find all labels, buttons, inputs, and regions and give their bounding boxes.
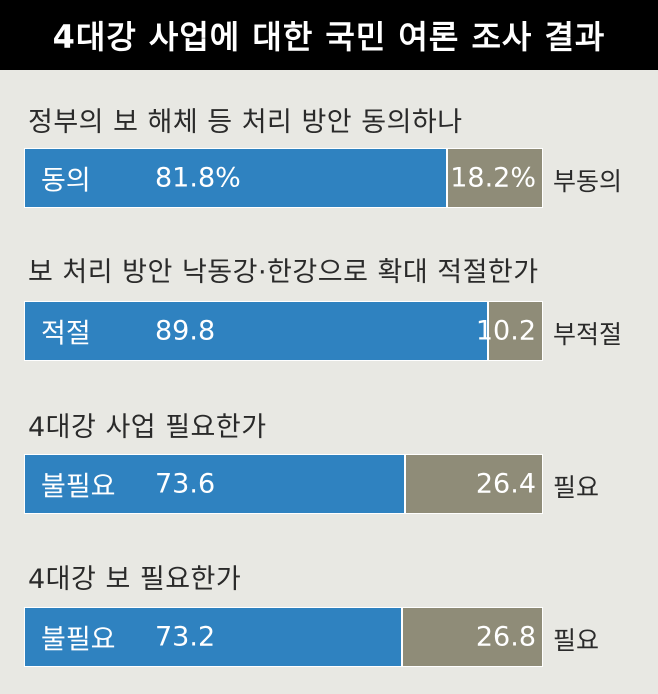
category-label: 부동의: [553, 167, 623, 196]
category-label: 불필요: [41, 624, 116, 656]
bar-segment-primary: 동의 81.8%: [25, 149, 448, 207]
bar-segment-primary: 적절 89.8: [25, 302, 489, 360]
question-title: 보 처리 방안 낙동강·한강으로 확대 적절한가: [28, 257, 539, 288]
category-label: 동의: [41, 165, 91, 197]
chart-title: 4대강 사업에 대한 국민 여론 조사 결과: [0, 0, 658, 70]
category-label: 적절: [41, 318, 91, 350]
bar-segment-secondary: 26.4: [406, 455, 542, 513]
question-title: 4대강 사업 필요한가: [28, 412, 267, 443]
bar-segment-secondary: 18.2%: [448, 149, 542, 207]
bar-segment-primary: 불필요 73.2: [25, 608, 403, 666]
question-title: 정부의 보 해체 등 처리 방안 동의하나: [28, 107, 463, 138]
bar-segment-primary: 불필요 73.6: [25, 455, 406, 513]
stacked-bar: 적절 89.8 10.2: [24, 301, 543, 361]
stacked-bar: 동의 81.8% 18.2%: [24, 148, 543, 208]
data-label: 10.2: [475, 315, 536, 347]
data-label: 26.8: [475, 621, 536, 653]
bar-segment-secondary: 10.2: [476, 302, 542, 360]
stacked-bar: 불필요 73.6 26.4: [24, 454, 543, 514]
question-title: 4대강 보 필요한가: [28, 564, 242, 595]
stacked-bar: 불필요 73.2 26.8: [24, 607, 543, 667]
category-label: 필요: [553, 626, 600, 655]
data-label: 81.8%: [155, 162, 241, 194]
data-label: 89.8: [155, 315, 216, 347]
bar-segment-secondary: 26.8: [403, 608, 542, 666]
category-label: 불필요: [41, 471, 116, 503]
data-label: 18.2%: [450, 162, 536, 194]
data-label: 73.6: [155, 468, 216, 500]
category-label: 부적절: [553, 320, 623, 349]
data-label: 26.4: [475, 468, 536, 500]
data-label: 73.2: [155, 621, 216, 653]
category-label: 필요: [553, 473, 600, 502]
